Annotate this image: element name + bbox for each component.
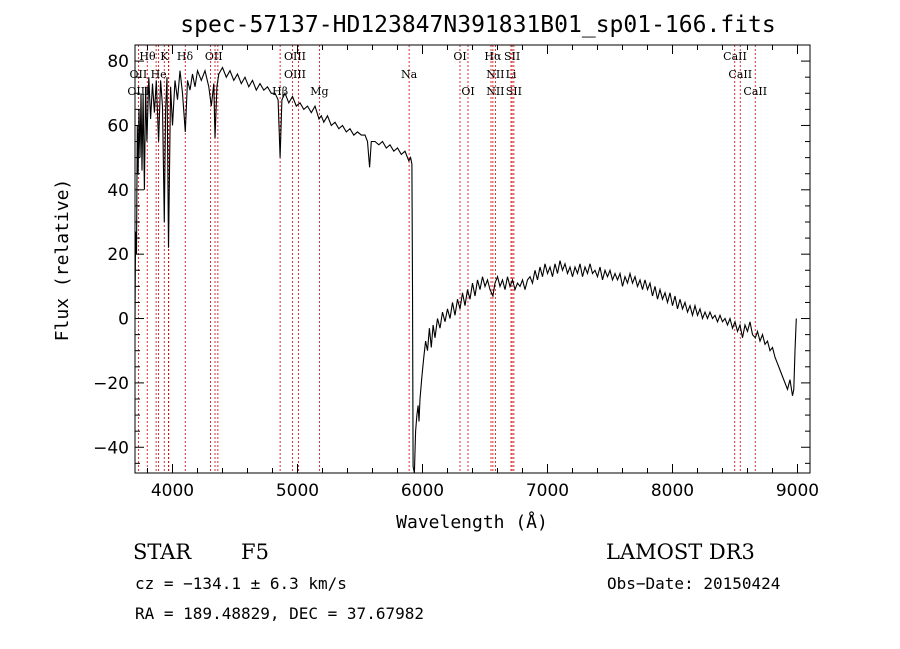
y-tick-label-4: 40 xyxy=(107,181,129,201)
line-label-14: Li xyxy=(506,68,517,81)
line-label-0: Hθ xyxy=(139,50,156,63)
y-tick-label-2: 0 xyxy=(118,310,129,330)
x-tick-label-0: 4000 xyxy=(151,481,194,501)
redshift-velocity: cz = −134.1 ± 6.3 km/s xyxy=(135,574,347,593)
survey-name: LAMOST DR3 xyxy=(606,540,755,564)
x-tick-label-5: 9000 xyxy=(776,481,819,501)
y-tick-label-5: 60 xyxy=(107,116,129,136)
footer-info: STAR F5 LAMOST DR3 cz = −134.1 ± 6.3 km/… xyxy=(133,540,780,623)
line-label-4: OIII xyxy=(284,50,306,63)
y-tick-label-1: −20 xyxy=(93,374,129,394)
coordinates: RA = 189.48829, DEC = 37.67982 xyxy=(135,604,424,623)
x-tick-label-4: 8000 xyxy=(651,481,694,501)
x-axis: 4000 5000 6000 7000 8000 9000 xyxy=(147,45,819,501)
line-label-8: CaII xyxy=(723,50,747,63)
line-markers xyxy=(137,45,756,473)
x-axis-label: Wavelength (Å) xyxy=(396,511,548,533)
line-label-22: CaII xyxy=(743,85,767,98)
y-axis-label: Flux (relative) xyxy=(52,179,73,342)
y-axis: −40 −20 0 20 40 60 80 xyxy=(93,44,810,464)
plot-frame xyxy=(134,44,811,474)
obs-date: Obs−Date: 20150424 xyxy=(607,574,780,593)
line-label-5: OI xyxy=(453,50,466,63)
line-label-2: Hδ xyxy=(177,50,194,63)
line-label-6: Hα xyxy=(484,50,502,63)
line-label-1: K xyxy=(160,50,169,63)
line-label-7: SII xyxy=(504,50,520,63)
x-tick-label-2: 6000 xyxy=(401,481,444,501)
y-tick-label-6: 80 xyxy=(107,52,129,72)
line-label-3: OII xyxy=(205,50,223,63)
line-label-20: NII xyxy=(486,85,504,98)
line-label-15: CaII xyxy=(728,68,752,81)
line-label-11: OIII xyxy=(284,68,306,81)
line-label-16: OIII xyxy=(127,85,149,98)
spectrum-line xyxy=(134,66,797,474)
line-label-19: OI xyxy=(461,85,474,98)
line-label-21: SII xyxy=(506,85,522,98)
line-label-10: He xyxy=(151,68,167,81)
spectral-class: F5 xyxy=(241,540,269,564)
x-tick-label-1: 5000 xyxy=(276,481,319,501)
object-type: STAR xyxy=(133,540,192,564)
line-label-12: Na xyxy=(401,68,418,81)
line-label-13: NII xyxy=(486,68,504,81)
y-tick-label-3: 20 xyxy=(107,245,129,265)
line-label-18: Mg xyxy=(310,85,328,98)
y-tick-label-0: −40 xyxy=(93,438,129,458)
x-tick-label-3: 7000 xyxy=(526,481,569,501)
chart-title: spec-57137-HD123847N391831B01_sp01-166.f… xyxy=(180,12,775,38)
line-label-9: OII xyxy=(130,68,148,81)
